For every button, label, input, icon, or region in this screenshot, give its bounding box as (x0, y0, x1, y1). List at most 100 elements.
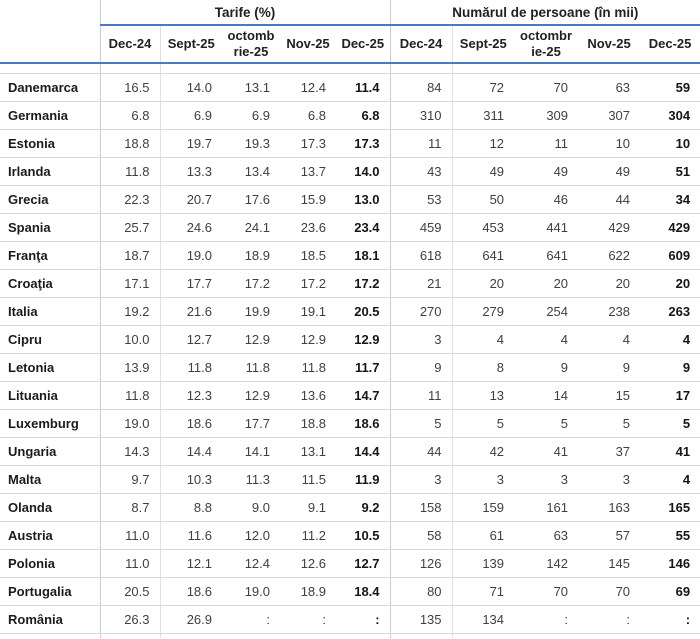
table-row: Croaţia 17.1 17.7 17.2 17.2 17.2 21 20 2… (0, 269, 700, 298)
tarife-cell-dec25: 6.8 (336, 101, 391, 130)
persoane-cell-oct25: 49 (514, 157, 579, 186)
persoane-cell-dec25: 4 (640, 465, 700, 494)
tarife-cell-dec24: 9.7 (99, 465, 160, 494)
corner-cell (0, 0, 100, 25)
tarife-cell-dec24: 6.8 (99, 101, 160, 130)
tarife-cell-dec24: 13.9 (99, 353, 160, 382)
persoane-cell-nov25: 163 (578, 493, 641, 522)
persoane-cell-dec24: 270 (389, 297, 453, 326)
persoane-cell-dec25: : (640, 605, 700, 634)
persoane-cell-sept25: 5 (451, 409, 515, 438)
country-cell: Grecia (0, 185, 100, 214)
persoane-cell-dec25: 9 (640, 353, 700, 382)
tarife-cell-nov25: 15.9 (280, 185, 336, 214)
persoane-cell-dec24: 44 (389, 437, 453, 466)
tarife-cell-dec25: 10.5 (336, 521, 391, 550)
column-header-persoane-oct25: octombrie-25 (514, 25, 579, 64)
persoane-cell-dec25: 146 (640, 549, 700, 578)
table-row: Franţa 18.7 19.0 18.9 18.5 18.1 618 641 … (0, 241, 700, 270)
tarife-cell-oct25: 11.3 (222, 465, 280, 494)
persoane-cell-sept25: 61 (451, 521, 515, 550)
table-row: Portugalia 20.5 18.6 19.0 18.9 18.4 80 7… (0, 577, 700, 606)
persoane-cell-oct25: 11 (514, 129, 579, 158)
tarife-cell-dec25: 18.1 (336, 241, 391, 270)
persoane-cell-dec24: 9 (389, 353, 453, 382)
table-row: România 26.3 26.9 : : : 135 134 : : : (0, 605, 700, 634)
tarife-cell-nov25: 18.5 (280, 241, 336, 270)
tarife-cell-oct25: 17.7 (222, 409, 280, 438)
tarife-cell-dec25: 23.4 (336, 213, 391, 242)
country-cell: Olanda (0, 493, 100, 522)
tarife-cell-oct25: 9.0 (222, 493, 280, 522)
persoane-cell-dec25: 69 (640, 577, 700, 606)
persoane-cell-nov25: 10 (578, 129, 641, 158)
country-cell: Italia (0, 297, 100, 326)
tarife-cell-nov25: : (280, 605, 336, 634)
persoane-cell-dec24: 5 (389, 409, 453, 438)
persoane-cell-nov25: 63 (578, 73, 641, 102)
persoane-cell-dec24: 459 (389, 213, 453, 242)
persoane-cell-nov25: : (578, 605, 641, 634)
persoane-cell-dec25: 165 (640, 493, 700, 522)
persoane-cell-sept25: 72 (451, 73, 515, 102)
persoane-cell-oct25: 142 (514, 549, 579, 578)
persoane-cell-sept25: 641 (451, 241, 515, 270)
tarife-cell-oct25: 19.9 (222, 297, 280, 326)
tarife-cell-sept25: 19.0 (159, 241, 222, 270)
tarife-cell-dec24: 18.7 (99, 241, 160, 270)
table-row: Ungaria 14.3 14.4 14.1 13.1 14.4 44 42 4… (0, 437, 700, 466)
spacer-row (0, 63, 700, 74)
tarife-cell-dec25: 11.7 (336, 353, 391, 382)
tarife-cell-nov25: 12.9 (280, 325, 336, 354)
country-cell: Lituania (0, 381, 100, 410)
persoane-cell-dec24: 21 (389, 269, 453, 298)
persoane-cell-dec25: 34 (640, 185, 700, 214)
persoane-cell-dec24: 11 (389, 381, 453, 410)
persoane-cell-dec25: 51 (640, 157, 700, 186)
tarife-cell-dec25: 18.4 (336, 577, 391, 606)
persoane-cell-sept25: 159 (451, 493, 515, 522)
tarife-cell-sept25: 12.3 (159, 381, 222, 410)
tarife-cell-dec24: 11.8 (99, 157, 160, 186)
tarife-cell-sept25: 14.4 (159, 437, 222, 466)
tarife-cell-nov25: 18.9 (280, 577, 336, 606)
persoane-cell-dec24: 3 (389, 465, 453, 494)
tarife-cell-dec25: 14.4 (336, 437, 391, 466)
persoane-cell-nov25: 4 (578, 325, 641, 354)
tarife-cell-dec24: 17.1 (99, 269, 160, 298)
persoane-cell-dec24: 11 (389, 129, 453, 158)
tarife-cell-oct25: 19.3 (222, 129, 280, 158)
tarife-cell-dec25: 17.3 (336, 129, 391, 158)
tarife-cell-dec25: 20.5 (336, 297, 391, 326)
persoane-cell-dec24: 618 (389, 241, 453, 270)
persoane-cell-dec24: 158 (389, 493, 453, 522)
tarife-cell-dec25: 11.9 (336, 465, 391, 494)
tarife-cell-oct25: 12.0 (222, 521, 280, 550)
tarife-cell-dec25: 17.2 (336, 269, 391, 298)
persoane-cell-dec24: 310 (389, 101, 453, 130)
country-cell: Luxemburg (0, 409, 100, 438)
persoane-cell-oct25: 63 (514, 521, 579, 550)
spacer-cell (0, 63, 100, 74)
column-header-tarife-sept25: Sept-25 (159, 25, 222, 64)
tarife-cell-dec24: 11.0 (99, 549, 160, 578)
tarife-cell-dec24: 26.3 (99, 605, 160, 634)
spacer-cell (159, 63, 391, 74)
spacer-cell (451, 63, 700, 74)
persoane-cell-sept25: 3 (451, 465, 515, 494)
column-header-persoane-dec24: Dec-24 (389, 25, 453, 64)
tarife-cell-nov25: 13.7 (280, 157, 336, 186)
tarife-cell-dec24: 20.5 (99, 577, 160, 606)
tarife-cell-nov25: 18.8 (280, 409, 336, 438)
tarife-cell-dec25: 11.4 (336, 73, 391, 102)
tarife-cell-dec24: 19.0 (99, 409, 160, 438)
table-row: Germania 6.8 6.9 6.9 6.8 6.8 310 311 309… (0, 101, 700, 130)
persoane-cell-oct25: 14 (514, 381, 579, 410)
tarife-cell-dec24: 10.0 (99, 325, 160, 354)
tarife-cell-oct25: 24.1 (222, 213, 280, 242)
persoane-cell-sept25: 49 (451, 157, 515, 186)
table-body: Danemarca 16.5 14.0 13.1 12.4 11.4 84 72… (0, 63, 700, 634)
tarife-cell-oct25: 12.9 (222, 325, 280, 354)
